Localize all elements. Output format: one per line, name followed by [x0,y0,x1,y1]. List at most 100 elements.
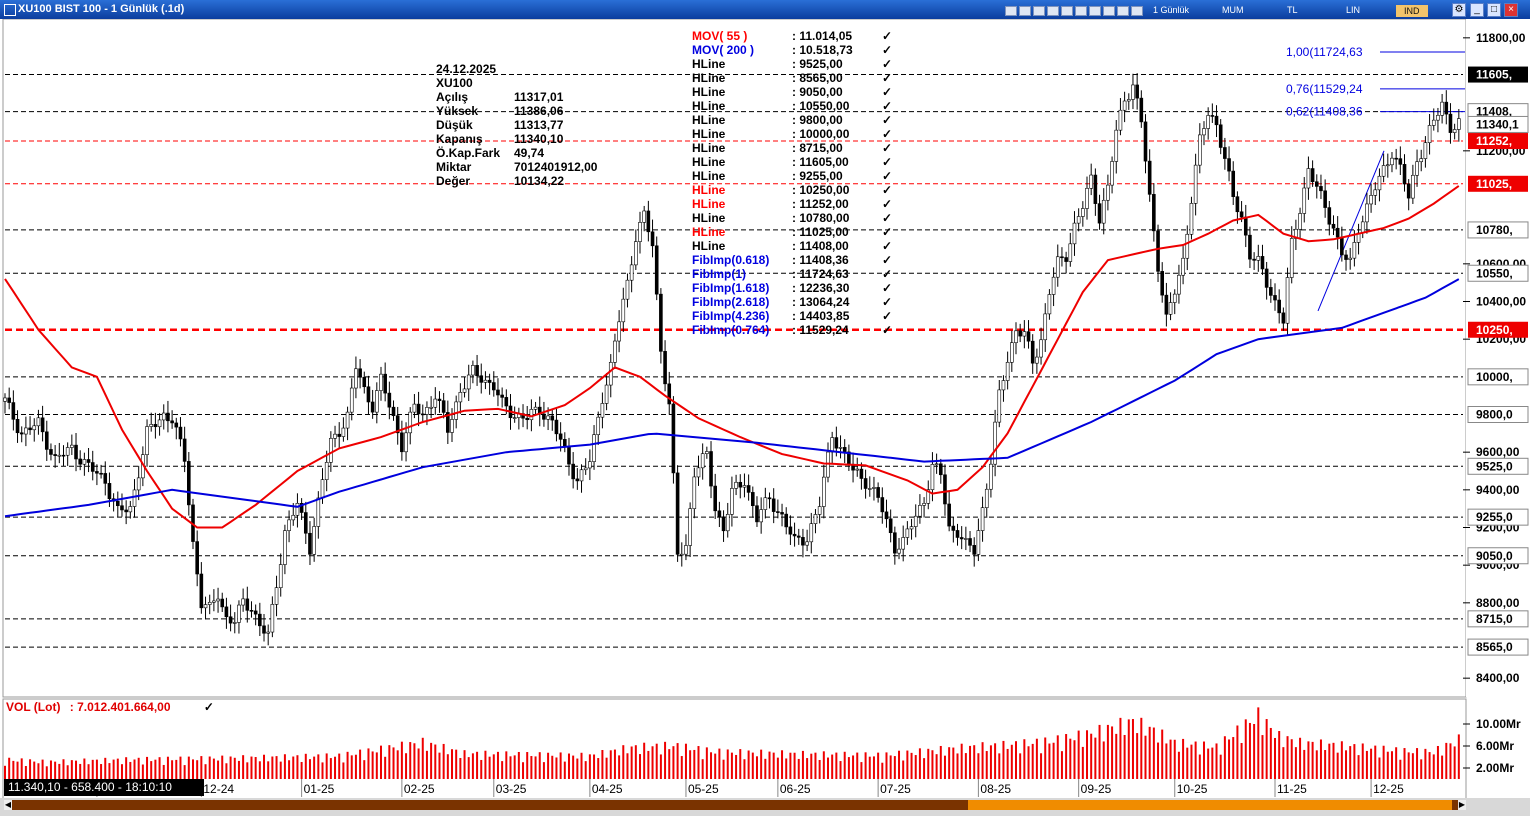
legend-value: : 9255,00 [792,169,843,183]
legend-check-icon[interactable]: ✓ [882,197,893,211]
scroll-left-icon[interactable]: ◀ [4,800,12,810]
settings-icon[interactable]: ⚙ [1452,3,1466,17]
volume-bar [547,752,550,779]
toolbar-icon-6[interactable] [1075,6,1087,16]
toolbar-icon-5[interactable] [1061,6,1073,16]
volume-check-icon[interactable]: ✓ [203,700,214,714]
volume-bar [1265,719,1268,779]
price-marker [1467,610,1529,628]
mode-scale[interactable]: LIN [1346,5,1361,15]
legend-check-icon[interactable]: ✓ [882,323,893,337]
toolbar-icon-1[interactable] [1005,6,1017,16]
price-chart[interactable]: 1,00(11724,630,76(11529,240,62(11408,36 … [0,19,1530,798]
legend-check-icon[interactable]: ✓ [882,309,893,323]
legend-label: HLine [692,169,726,183]
candle-body [11,402,16,420]
mode-period[interactable]: 1 Günlük [1153,5,1190,15]
candle-body [1014,330,1018,344]
candle-body [872,487,876,489]
volume-bar [639,754,642,779]
volume-bar [242,755,245,779]
volume-bar [1081,746,1084,779]
candle-body [972,545,977,555]
scroll-thumb[interactable] [968,800,1452,810]
volume-bar [998,753,1001,779]
volume-bar [634,745,637,779]
window-title: XU100 BIST 100 - 1 Günlük (.1d) [18,3,185,15]
candle-body [542,413,546,420]
scroll-right-icon[interactable]: ▶ [1458,800,1466,810]
volume-bar [313,756,316,779]
price-marker [1467,406,1529,423]
candle-body [1172,293,1177,303]
candle-body [679,553,684,556]
legend-check-icon[interactable]: ✓ [882,141,893,155]
volume-bar [1010,744,1013,779]
legend-check-icon[interactable]: ✓ [882,71,893,85]
volume-value: : 7.012.401.664,00 [69,700,171,714]
legend-row: HLine: 9050,00 ✓ [692,85,892,99]
mode-currency[interactable]: TL [1287,5,1298,15]
price-marker [1467,547,1529,565]
legend-value: : 9800,00 [792,113,843,127]
toolbar-icon-2[interactable] [1019,6,1031,16]
volume-bar [166,756,169,779]
legend-check-icon[interactable]: ✓ [882,211,893,225]
candle-body [734,481,738,489]
close-icon[interactable]: × [1504,3,1518,17]
legend-row: FibImp(2.618): 13064,24 ✓ [692,295,892,309]
candle-body [1135,84,1139,99]
volume-bar [588,754,591,779]
toolbar-icon-3[interactable] [1033,6,1045,16]
minimize-icon[interactable]: _ [1470,3,1484,17]
candle-body [830,437,834,453]
toolbar-icon-8[interactable] [1103,6,1115,16]
legend-check-icon[interactable]: ✓ [882,43,893,57]
toolbar-icon-7[interactable] [1089,6,1101,16]
legend-check-icon[interactable]: ✓ [882,253,893,267]
volume-bar [772,752,775,779]
legend-check-icon[interactable]: ✓ [882,281,893,295]
mode-indicator[interactable]: IND [1396,5,1428,17]
candle-body [1072,222,1077,245]
legend-check-icon[interactable]: ✓ [882,169,893,183]
volume-bar [342,762,345,779]
legend-check-icon[interactable]: ✓ [882,225,893,239]
legend-check-icon[interactable]: ✓ [882,183,893,197]
legend-check-icon[interactable]: ✓ [882,57,893,71]
volume-bar [325,753,328,779]
legend-check-icon[interactable]: ✓ [882,155,893,169]
volume-legend: VOL (Lot) : 7.012.401.664,00 ✓ [6,700,214,714]
candle-body [349,387,354,413]
candle-body [387,392,392,408]
price-marker [1467,638,1529,656]
price-marker-label: 11605, [1476,68,1512,82]
mode-candle[interactable]: MUM [1222,5,1244,15]
volume-bar [1223,736,1226,779]
legend-check-icon[interactable]: ✓ [882,113,893,127]
legend-row: HLine: 11252,00 ✓ [692,197,892,211]
legend-check-icon[interactable]: ✓ [882,295,893,309]
legend-check-icon[interactable]: ✓ [882,29,893,43]
candle-body [533,406,538,410]
volume-bar [868,756,871,779]
toolbar-icon-9[interactable] [1117,6,1129,16]
legend-check-icon[interactable]: ✓ [882,239,893,253]
legend-check-icon[interactable]: ✓ [882,127,893,141]
toolbar-icon-10[interactable] [1131,6,1143,16]
volume-bar [705,747,708,779]
legend-check-icon[interactable]: ✓ [882,85,893,99]
toolbar-icon-4[interactable] [1047,6,1059,16]
volume-bar [605,757,608,779]
volume-bar [1019,753,1022,779]
time-scrollbar[interactable]: ◀ ▶ [4,800,1466,810]
legend-check-icon[interactable]: ✓ [882,267,893,281]
volume-bar [137,757,140,779]
candle-body [1089,174,1093,189]
volume-bar [718,748,721,779]
app-icon [4,4,16,16]
candle-body [245,598,250,611]
candle-body [997,389,1002,423]
maximize-icon[interactable]: □ [1487,3,1501,17]
legend-check-icon[interactable]: ✓ [882,99,893,113]
